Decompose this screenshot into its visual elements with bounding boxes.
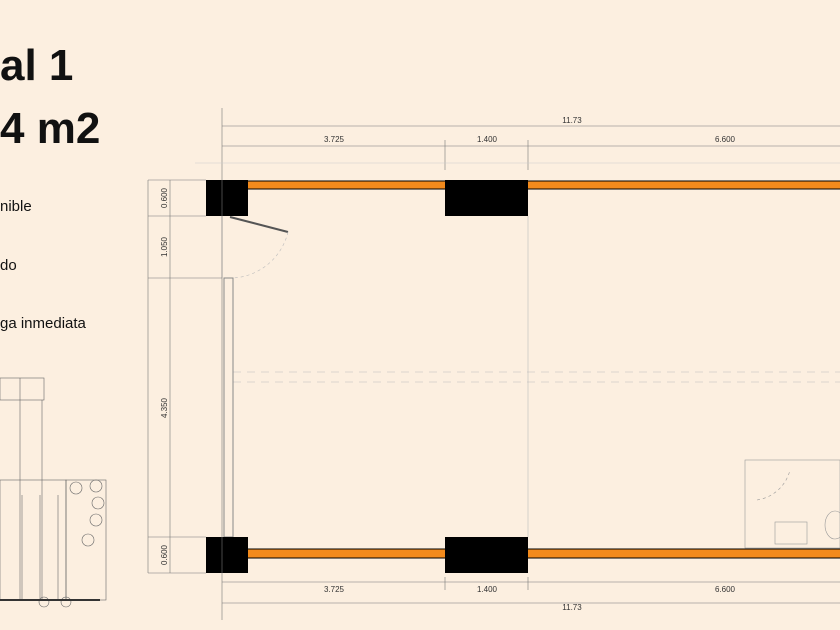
dimension-label: 1.400 — [477, 585, 498, 594]
column — [445, 180, 528, 216]
site-thumbnail — [0, 377, 107, 608]
feature: nible — [0, 198, 32, 215]
window — [223, 277, 234, 538]
dimension-label: 3.725 — [324, 585, 345, 594]
dimension-label: 3.725 — [324, 135, 345, 144]
dimension-label: 0.600 — [160, 187, 169, 208]
dimension-lines — [147, 108, 840, 620]
column — [445, 537, 528, 573]
wall — [246, 180, 840, 190]
dimension-label: 6.600 — [715, 585, 736, 594]
dimension-label: 6.600 — [715, 135, 736, 144]
dimension-label: 4.350 — [160, 397, 169, 418]
column — [206, 180, 248, 216]
column — [206, 537, 248, 573]
wall — [246, 548, 840, 559]
subtitle: 4 m2 — [0, 104, 101, 153]
door — [229, 216, 289, 233]
dimension-label: 1.050 — [160, 236, 169, 257]
title: al 1 — [0, 41, 74, 90]
dimension-label: 11.73 — [562, 603, 582, 612]
feature: ga inmediata — [0, 315, 86, 332]
dimension-label: 1.400 — [477, 135, 498, 144]
feature: do — [0, 257, 17, 274]
door-swing — [232, 231, 289, 279]
dimension-label: 0.600 — [160, 544, 169, 565]
dimension-label: 11.73 — [562, 116, 582, 125]
bathroom — [744, 459, 840, 549]
